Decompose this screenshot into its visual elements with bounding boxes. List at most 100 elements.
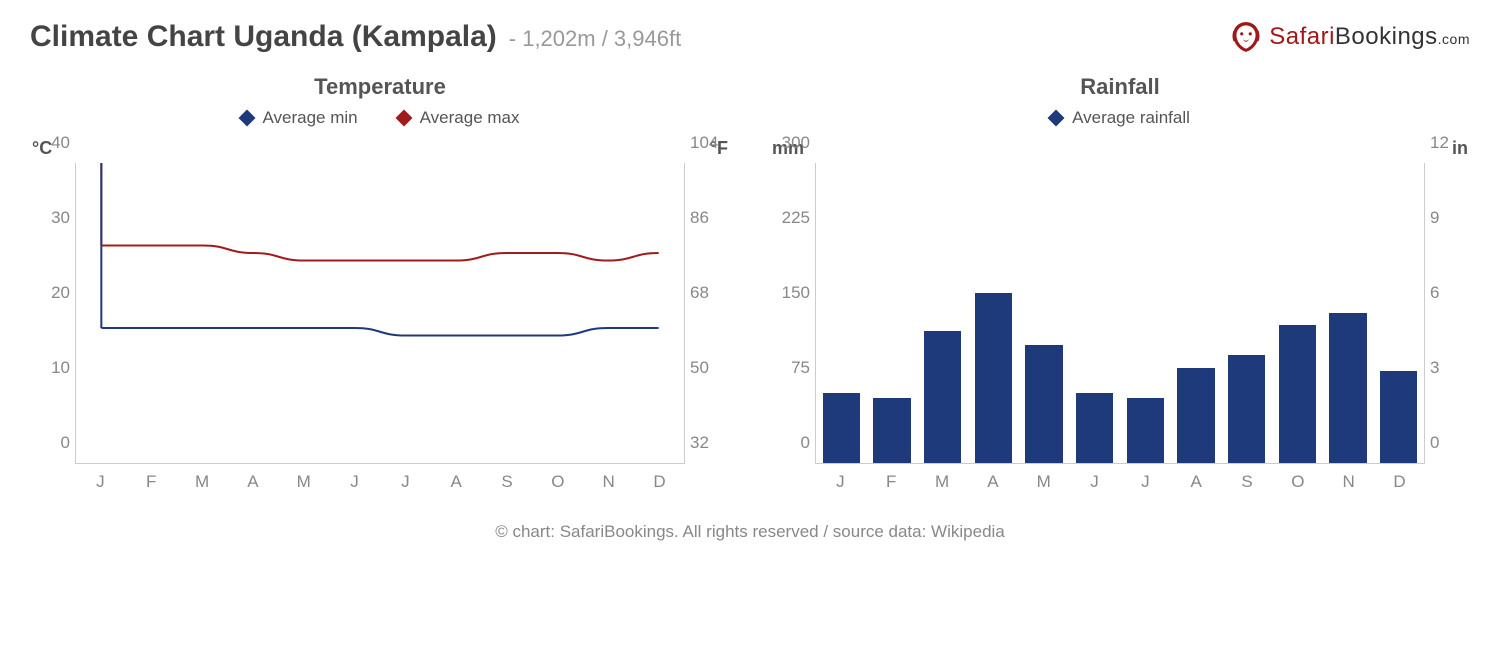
legend-marker-icon <box>395 110 412 127</box>
legend-item: Average min <box>241 108 358 128</box>
bar-slot <box>1120 163 1171 463</box>
x-tick-label: S <box>482 472 533 492</box>
temperature-chart-title: Temperature <box>30 74 730 100</box>
temperature-line <box>101 246 658 261</box>
y-tick-label: 68 <box>690 283 730 303</box>
rainfall-unit-row: mm in <box>770 138 1470 159</box>
x-tick-label: J <box>1120 472 1171 492</box>
brand-text-safari: Safari <box>1269 23 1335 50</box>
x-tick-label: M <box>177 472 228 492</box>
x-tick-label: D <box>1374 472 1425 492</box>
x-tick-label: M <box>278 472 329 492</box>
x-tick-label: A <box>1171 472 1222 492</box>
rainfall-legend: Average rainfall <box>770 108 1470 128</box>
bar-slot <box>1323 163 1374 463</box>
temperature-unit-row: °C °F <box>30 138 730 159</box>
rainfall-plot-wrap: 075150225300 036912 <box>770 163 1470 464</box>
legend-label: Average min <box>263 108 358 128</box>
brand-text: SafariBookings.com <box>1269 23 1470 51</box>
x-tick-label: J <box>380 472 431 492</box>
lion-icon <box>1229 20 1263 54</box>
y-tick-label: 20 <box>30 283 70 303</box>
y-tick-label: 150 <box>770 283 810 303</box>
y-tick-label: 0 <box>770 433 810 453</box>
temperature-chart: Temperature Average min Average max °C °F… <box>30 74 730 492</box>
brand-text-com: .com <box>1438 31 1470 47</box>
x-tick-label: J <box>815 472 866 492</box>
x-tick-label: O <box>1272 472 1323 492</box>
rainfall-bar <box>975 293 1012 463</box>
y-tick-label: 50 <box>690 358 730 378</box>
credit-text: © chart: SafariBookings. All rights rese… <box>30 522 1470 542</box>
rainfall-bar <box>1177 368 1214 463</box>
temperature-y-axis-left: 010203040 <box>30 163 70 463</box>
rainfall-bar <box>1025 345 1062 463</box>
y-tick-label: 32 <box>690 433 730 453</box>
x-tick-label: N <box>583 472 634 492</box>
y-tick-label: 225 <box>770 208 810 228</box>
bar-slot <box>867 163 918 463</box>
bar-slot <box>1171 163 1222 463</box>
y-tick-label: 10 <box>30 358 70 378</box>
bar-slot <box>1019 163 1070 463</box>
rainfall-bar <box>1076 393 1113 463</box>
rainfall-bar <box>1380 371 1417 463</box>
rainfall-plot <box>815 163 1425 464</box>
legend-label: Average rainfall <box>1072 108 1190 128</box>
rainfall-bar <box>1228 355 1265 463</box>
bar-slot <box>816 163 867 463</box>
bar-slot <box>968 163 1019 463</box>
charts-row: Temperature Average min Average max °C °F… <box>30 74 1470 492</box>
header: Climate Chart Uganda (Kampala) - 1,202m … <box>30 20 1470 54</box>
bar-slot <box>1221 163 1272 463</box>
rainfall-chart: Rainfall Average rainfall mm in 0 75 150 22… <box>770 74 1470 492</box>
legend-item: Average max <box>398 108 520 128</box>
y-tick-label: 30 <box>30 208 70 228</box>
x-tick-label: M <box>1018 472 1069 492</box>
x-tick-label: A <box>431 472 482 492</box>
rainfall-bar <box>924 331 961 463</box>
x-tick-label: M <box>917 472 968 492</box>
legend-marker-icon <box>1048 110 1065 127</box>
rainfall-bar <box>873 398 910 463</box>
y-tick-label: 104 <box>690 133 730 153</box>
rainfall-chart-title: Rainfall <box>770 74 1470 100</box>
rainfall-x-axis: JFMAMJJASOND <box>815 472 1425 492</box>
y-tick-label: 12 <box>1430 133 1470 153</box>
x-tick-label: N <box>1323 472 1374 492</box>
rainfall-bars <box>816 163 1424 463</box>
y-tick-label: 300 <box>770 133 810 153</box>
x-tick-label: F <box>866 472 917 492</box>
title-block: Climate Chart Uganda (Kampala) - 1,202m … <box>30 20 681 54</box>
y-tick-label: 6 <box>1430 283 1470 303</box>
bar-slot <box>917 163 968 463</box>
y-tick-label: 3 <box>1430 358 1470 378</box>
x-tick-label: J <box>75 472 126 492</box>
bar-slot <box>1069 163 1120 463</box>
x-tick-label: F <box>126 472 177 492</box>
brand-text-bookings: Bookings <box>1335 23 1438 50</box>
temperature-line <box>101 328 658 336</box>
y-tick-label: 86 <box>690 208 730 228</box>
y-tick-label: 0 <box>1430 433 1470 453</box>
y-tick-label: 75 <box>770 358 810 378</box>
temperature-y-axis-right: 32506886104 <box>690 163 730 463</box>
legend-label: Average max <box>420 108 520 128</box>
bar-slot <box>1373 163 1424 463</box>
x-tick-label: A <box>967 472 1018 492</box>
rainfall-y-axis-left: 075150225300 <box>770 163 810 463</box>
temperature-x-axis: JFMAMJJASOND <box>75 472 685 492</box>
legend-marker-icon <box>238 110 255 127</box>
x-tick-label: A <box>227 472 278 492</box>
temperature-plot <box>75 163 685 464</box>
x-tick-label: D <box>634 472 685 492</box>
rainfall-bar <box>823 393 860 463</box>
x-tick-label: S <box>1222 472 1273 492</box>
rainfall-y-axis-right: 036912 <box>1430 163 1470 463</box>
temperature-legend: Average min Average max <box>30 108 730 128</box>
temperature-lines <box>76 163 684 463</box>
y-tick-label: 0 <box>30 433 70 453</box>
page-subtitle: - 1,202m / 3,946ft <box>509 26 681 52</box>
rainfall-bar <box>1279 325 1316 463</box>
legend-item: Average rainfall <box>1050 108 1190 128</box>
